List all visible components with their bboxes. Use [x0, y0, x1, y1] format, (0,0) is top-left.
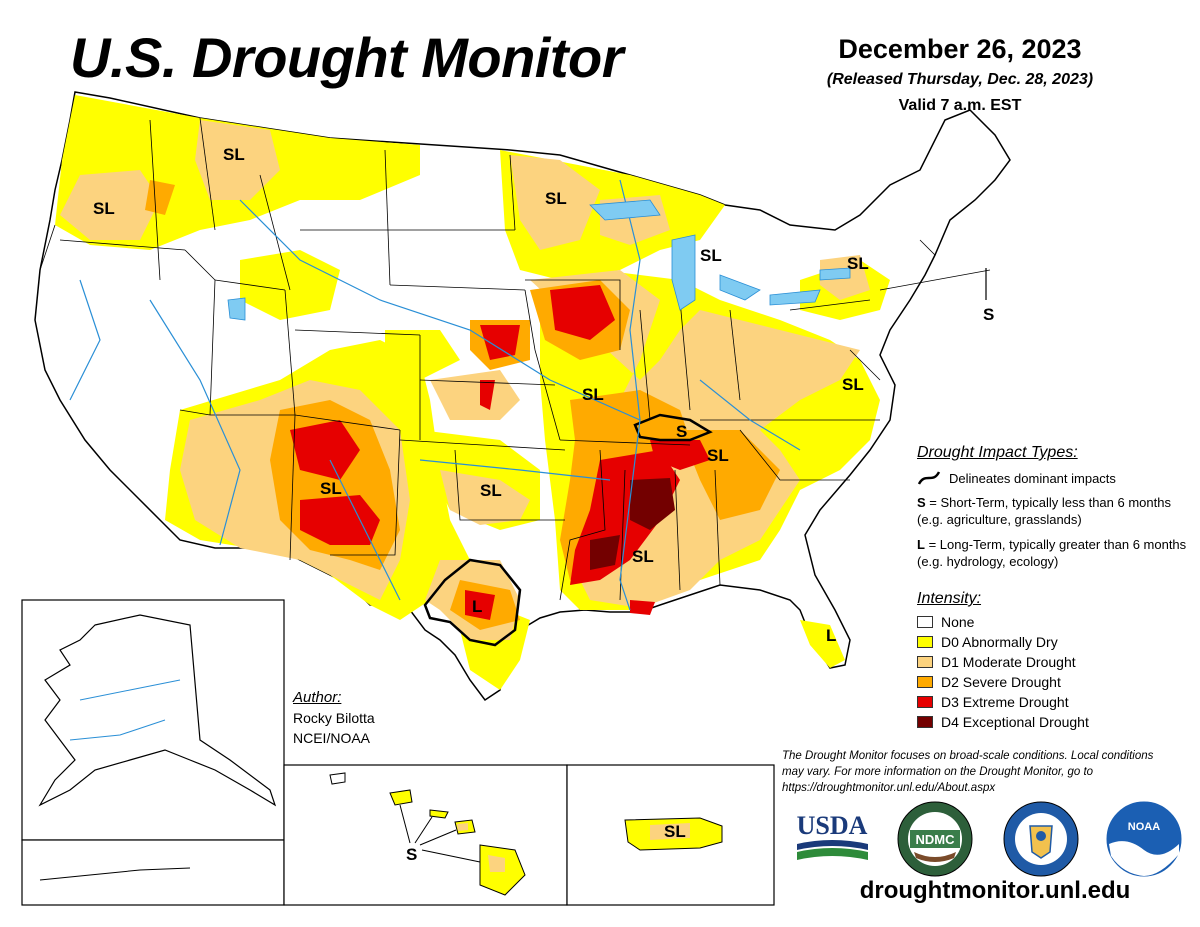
author-name: Rocky Bilotta [293, 710, 375, 726]
label-sl-oregon: SL [93, 199, 115, 218]
intensity-d0-label: D0 Abnormally Dry [941, 634, 1058, 650]
intensity-d3-row: D3 Extreme Drought [917, 692, 1177, 712]
label-sl-virginia: SL [842, 375, 864, 394]
intensity-title: Intensity: [917, 590, 982, 607]
usda-logo-text: USDA [797, 811, 868, 840]
alaska-shape [38, 614, 277, 807]
label-s-kentucky: S [676, 422, 687, 441]
release-date: (Released Thursday, Dec. 28, 2023) [826, 71, 1094, 88]
commerce-logo[interactable] [1002, 800, 1080, 878]
swatch-none [917, 616, 933, 628]
label-sl-tennessee: SL [707, 446, 729, 465]
intensity-d4-row: D4 Exceptional Drought [917, 712, 1177, 732]
author-org: NCEI/NOAA [293, 730, 371, 746]
d4-regions [590, 478, 675, 570]
intensity-d1-label: D1 Moderate Drought [941, 654, 1076, 670]
label-sl-idaho-montana: SL [223, 145, 245, 164]
intensity-none-label: None [941, 614, 975, 630]
long-term-key: L [917, 537, 925, 552]
great-lakes [227, 199, 851, 321]
hawaii-inset [283, 764, 568, 906]
swatch-d2 [917, 676, 933, 688]
intensity-none-row: None [917, 612, 1177, 632]
short-term-item: S = Short-Term, typically less than 6 mo… [917, 494, 1192, 528]
usda-logo[interactable]: USDA [795, 810, 870, 865]
short-term-desc: = Short-Term, typically less than 6 mont… [917, 495, 1171, 527]
valid-time: Valid 7 a.m. EST [898, 97, 1022, 114]
intensity-d3-label: D3 Extreme Drought [941, 694, 1069, 710]
label-sl-puerto-rico: SL [664, 822, 686, 841]
impact-boundaries [423, 413, 713, 647]
author-title: Author: [293, 689, 342, 706]
intensity-d4-label: D4 Exceptional Drought [941, 714, 1089, 730]
disclaimer-text: The Drought Monitor focuses on broad-sca… [782, 750, 1154, 794]
intensity-d1-row: D1 Moderate Drought [917, 652, 1177, 672]
label-sl-minnesota: SL [545, 189, 567, 208]
swatch-d0 [917, 636, 933, 648]
intensity-d0-row: D0 Abnormally Dry [917, 632, 1177, 652]
label-sl-new-mexico: SL [320, 479, 342, 498]
noaa-logo[interactable]: NOAA [1105, 800, 1183, 878]
label-l-texas: L [472, 597, 482, 616]
delineates-label: Delineates dominant impacts [949, 470, 1116, 486]
label-l-florida: L [826, 626, 836, 645]
aleutian-inset [21, 839, 285, 906]
long-term-item: L = Long-Term, typically greater than 6 … [917, 536, 1192, 570]
rivers [69, 179, 801, 611]
swatch-d3 [917, 696, 933, 708]
long-term-desc: = Long-Term, typically greater than 6 mo… [917, 537, 1187, 569]
label-sl-new-york: SL [847, 254, 869, 273]
label-sl-michigan: SL [700, 246, 722, 265]
swatch-d4 [917, 716, 933, 728]
author-block: Author: Rocky Bilotta NCEI/NOAA [293, 688, 375, 748]
website-url[interactable]: droughtmonitor.unl.edu [859, 877, 1131, 904]
delineation-line-icon [917, 471, 941, 485]
label-sl-oklahoma: SL [480, 481, 502, 500]
state-borders [39, 117, 991, 601]
ndmc-logo-text: NDMC [916, 832, 956, 847]
swatch-d1 [917, 656, 933, 668]
label-sl-mississippi: SL [632, 547, 654, 566]
label-s-hawaii: S [406, 845, 417, 864]
impact-types-title: Drought Impact Types: [917, 444, 1078, 461]
hawaii-pointer-lines [399, 804, 481, 863]
noaa-logo-text: NOAA [1128, 821, 1160, 833]
delineates-row: Delineates dominant impacts [917, 470, 1192, 486]
intensity-d2-label: D2 Severe Drought [941, 674, 1061, 690]
short-term-key: S [917, 495, 926, 510]
intensity-d2-row: D2 Severe Drought [917, 672, 1177, 692]
intensity-legend: Intensity: None D0 Abnormally Dry D1 Mod… [917, 590, 1177, 732]
map-title: U.S. Drought Monitor [70, 26, 624, 89]
ndmc-logo[interactable]: NDMC [896, 800, 974, 878]
impact-types-legend: Drought Impact Types: Delineates dominan… [917, 444, 1192, 578]
map-date: December 26, 2023 [838, 34, 1082, 64]
label-s-new-england: S [983, 305, 994, 324]
label-sl-missouri: SL [582, 385, 604, 404]
